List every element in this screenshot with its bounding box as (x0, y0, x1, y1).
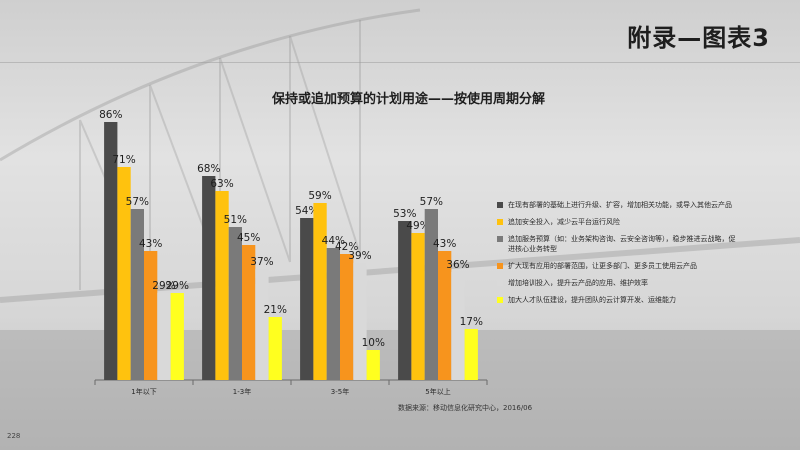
bar (366, 350, 380, 380)
legend-swatch (497, 263, 503, 269)
bar (268, 317, 282, 380)
data-label: 51% (224, 214, 247, 226)
data-label: 45% (237, 232, 260, 244)
legend-label: 加大人才队伍建设，提升团队的云计算开发、运维能力 (508, 296, 676, 304)
bar (464, 329, 478, 380)
data-label: 63% (210, 178, 233, 190)
data-label: 29% (166, 280, 189, 292)
data-label: 68% (197, 163, 220, 175)
bar (313, 203, 327, 380)
legend-item: 在现有部署的基础上进行升级、扩容，增加相关功能，或导入其他云产品 (497, 200, 737, 210)
x-tick-label: 3-5年 (331, 387, 349, 396)
bar (242, 245, 256, 380)
legend-swatch (497, 236, 503, 242)
bar (451, 272, 465, 380)
data-label: 53% (393, 208, 416, 220)
bar (117, 167, 131, 380)
bar (130, 209, 144, 380)
data-label: 54% (295, 205, 318, 217)
bar (157, 293, 171, 380)
bar (228, 227, 242, 380)
chart-title: 保持或追加预算的计划用途——按使用周期分解 (272, 92, 546, 107)
data-label: 44% (322, 235, 345, 247)
legend-label: 追加安全投入，减少云平台运行风险 (508, 218, 620, 226)
legend-label: 在现有部署的基础上进行升级、扩容，增加相关功能，或导入其他云产品 (508, 201, 732, 209)
data-label: 59% (308, 190, 331, 202)
data-label: 39% (348, 250, 371, 262)
legend-swatch (497, 280, 503, 286)
bar (104, 122, 118, 380)
data-label: 57% (420, 196, 443, 208)
x-tick-label: 1-3年 (233, 387, 251, 396)
bar (170, 293, 184, 380)
bar (144, 251, 158, 380)
page-number: 228 (7, 432, 21, 440)
bar (202, 176, 216, 380)
data-label: 42% (335, 241, 358, 253)
bar (326, 248, 340, 380)
legend-label: 追加服务预算（如：业务架构咨询、云安全咨询等），稳步推进云战略，促进核心业务转型 (508, 235, 736, 253)
bar (215, 191, 229, 380)
data-label: 49% (406, 220, 429, 232)
data-label: 37% (250, 256, 273, 268)
data-label: 43% (433, 238, 456, 250)
bar (438, 251, 452, 380)
legend-swatch (497, 219, 503, 225)
data-label: 29% (152, 280, 175, 292)
bar (424, 209, 438, 380)
data-label: 57% (126, 196, 149, 208)
data-label: 17% (460, 316, 483, 328)
bar (300, 218, 314, 380)
data-label: 36% (446, 259, 469, 271)
data-label: 43% (139, 238, 162, 250)
legend-item: 扩大现有应用的部署范围，让更多部门、更多员工使用云产品 (497, 261, 737, 271)
bar (340, 254, 354, 380)
legend-swatch (497, 202, 503, 208)
data-label: 21% (264, 304, 287, 316)
x-tick-label: 1年以下 (131, 387, 156, 396)
legend-item: 增加培训投入，提升云产品的应用、维护效率 (497, 278, 737, 288)
x-tick-label: 5年以上 (425, 387, 450, 396)
page-title: 附录—图表3 (627, 24, 770, 52)
data-label: 86% (99, 109, 122, 121)
legend-item: 追加服务预算（如：业务架构咨询、云安全咨询等），稳步推进云战略，促进核心业务转型 (497, 234, 737, 254)
data-label: 71% (112, 154, 135, 166)
bar (353, 263, 367, 380)
data-label: 10% (362, 337, 385, 349)
bar (398, 221, 412, 380)
legend-label: 扩大现有应用的部署范围，让更多部门、更多员工使用云产品 (508, 262, 697, 270)
legend-item: 加大人才队伍建设，提升团队的云计算开发、运维能力 (497, 295, 737, 305)
legend-item: 追加安全投入，减少云平台运行风险 (497, 217, 737, 227)
data-source-note: 数据来源：移动信息化研究中心，2016/06 (398, 404, 533, 412)
legend-label: 增加培训投入，提升云产品的应用、维护效率 (508, 279, 648, 287)
legend-swatch (497, 297, 503, 303)
bar (411, 233, 425, 380)
bar (255, 269, 269, 380)
chart-legend: 在现有部署的基础上进行升级、扩容，增加相关功能，或导入其他云产品 追加安全投入，减… (497, 200, 737, 312)
title-divider (0, 62, 800, 63)
